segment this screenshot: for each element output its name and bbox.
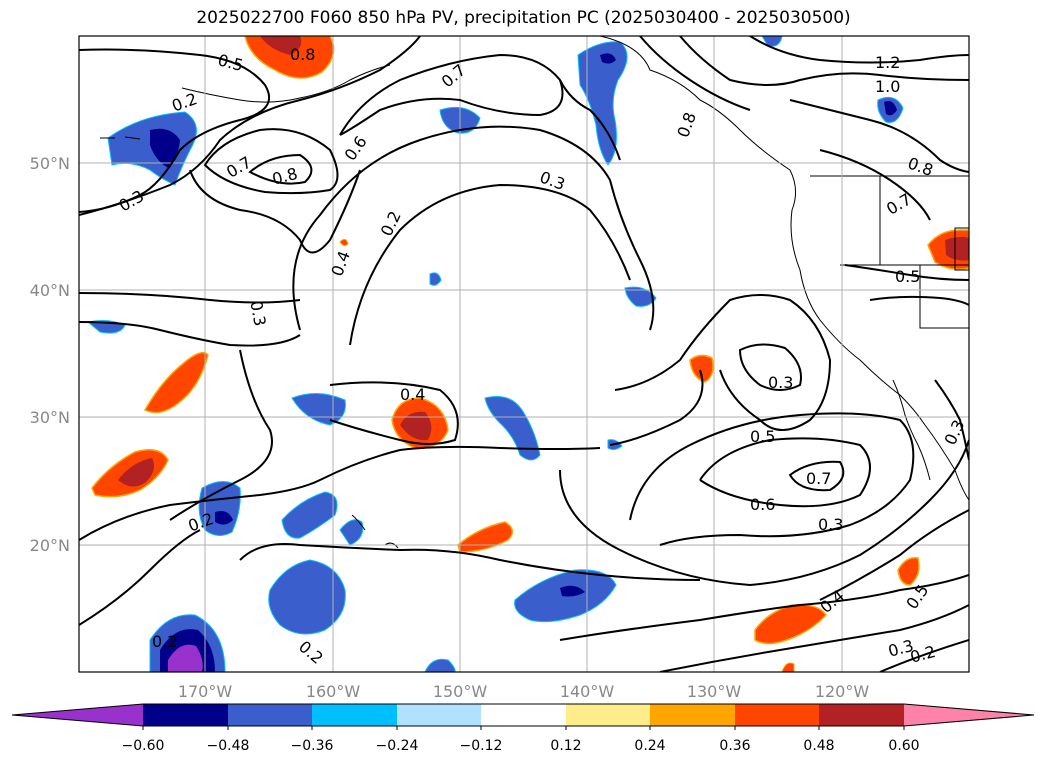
lat-label: 30°N — [30, 408, 70, 427]
contour-label: 0.3 — [768, 373, 793, 392]
contour-label: 0.5 — [895, 267, 920, 286]
colorbar-segment — [566, 704, 650, 726]
colorbar-tick-label: −0.60 — [122, 738, 165, 754]
colorbar-tick-label: 0.60 — [888, 738, 919, 754]
colorbar-segments — [11, 703, 1035, 730]
colorbar-ticks: −0.60 −0.48 −0.36 −0.24 −0.12 0.12 0.24 … — [122, 738, 920, 754]
pv-contours — [79, 36, 969, 672]
contour-label: 0.7 — [806, 469, 831, 488]
contour-label: 1.2 — [875, 53, 900, 72]
lon-label: 170°W — [178, 682, 233, 701]
latitude-labels: 50°N 40°N 30°N 20°N — [30, 154, 70, 555]
map-title: 2025022700 F060 850 hPa PV, precipitatio… — [196, 8, 851, 28]
colorbar-tick-label: −0.36 — [291, 738, 334, 754]
lon-label: 150°W — [433, 682, 488, 701]
colorbar-extend-max — [904, 704, 1034, 726]
colorbar-segment — [481, 704, 566, 726]
contour-label: 0.4 — [400, 385, 425, 404]
coastlines — [100, 36, 969, 549]
lat-label: 40°N — [30, 281, 70, 300]
colorbar-segment — [143, 704, 228, 726]
colorbar-tick-label: −0.12 — [460, 738, 503, 754]
lat-label: 50°N — [30, 154, 70, 173]
colorbar-tick-label: −0.48 — [207, 738, 250, 754]
colorbar-tick-label: −0.24 — [376, 738, 419, 754]
lon-label: 130°W — [687, 682, 742, 701]
colorbar-segment — [650, 704, 735, 726]
graticule — [79, 36, 969, 672]
lon-label: 140°W — [560, 682, 615, 701]
colorbar: −0.60 −0.48 −0.36 −0.24 −0.12 0.12 0.24 … — [11, 703, 1035, 754]
map-panel — [79, 36, 969, 672]
colorbar-segment — [735, 704, 819, 726]
colorbar-segment — [228, 704, 312, 726]
colorbar-extend-min — [12, 704, 143, 726]
contour-label: 0.8 — [290, 45, 315, 64]
lat-label: 20°N — [30, 536, 70, 555]
contour-label: 0.5 — [750, 427, 775, 446]
precip-positive-areas — [91, 36, 969, 672]
longitude-labels: 170°W 160°W 150°W 140°W 130°W 120°W — [178, 682, 870, 701]
contour-label: 0.3 — [818, 515, 843, 534]
colorbar-segment — [819, 704, 904, 726]
map-frame — [78, 35, 970, 673]
colorbar-tick-label: 0.48 — [803, 738, 834, 754]
lon-label: 120°W — [815, 682, 870, 701]
colorbar-segment — [397, 704, 481, 726]
contour-label: 1.0 — [875, 77, 900, 96]
contour-label: 0.2 — [152, 632, 177, 651]
contour-label: 0.6 — [750, 495, 775, 514]
colorbar-segment — [312, 704, 397, 726]
colorbar-tick-label: 0.12 — [550, 738, 581, 754]
lon-label: 160°W — [306, 682, 361, 701]
contour-label: 0.3 — [246, 299, 269, 327]
colorbar-tick-label: 0.24 — [634, 738, 665, 754]
colorbar-tick-label: 0.36 — [719, 738, 750, 754]
